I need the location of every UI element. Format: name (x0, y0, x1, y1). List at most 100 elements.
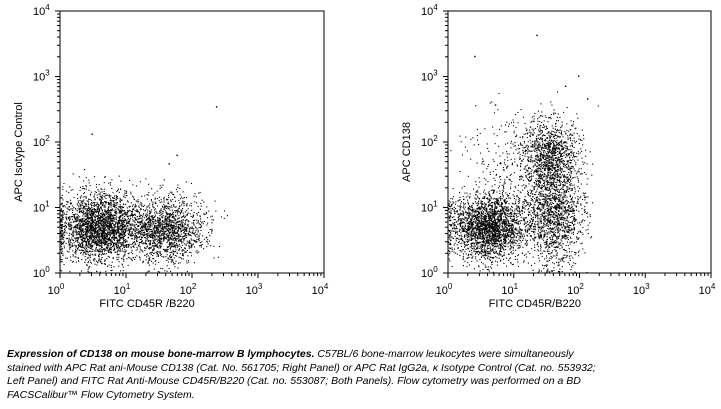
event-dot (122, 219, 124, 221)
event-dot (116, 211, 118, 213)
event-dot (164, 228, 166, 230)
event-dot (169, 219, 171, 221)
event-dot (164, 250, 166, 252)
event-dot (481, 209, 483, 211)
event-dot (130, 246, 132, 248)
event-dot (166, 218, 168, 220)
event-dot (88, 267, 90, 269)
event-dot (103, 206, 105, 208)
event-dot (449, 230, 451, 232)
event-dot (462, 265, 464, 267)
event-dot (79, 249, 81, 251)
event-dot (489, 193, 491, 195)
event-dot (109, 224, 111, 226)
event-dot (101, 230, 103, 232)
event-dot (145, 236, 147, 238)
event-dot (99, 248, 101, 250)
event-dot (449, 252, 451, 254)
event-dot (500, 233, 502, 235)
event-dot (108, 229, 110, 231)
event-dot (86, 253, 88, 255)
event-dot (86, 219, 88, 221)
event-dot (79, 233, 81, 235)
event-dot (532, 193, 534, 195)
event-dot (116, 196, 118, 198)
event-dot (164, 218, 166, 220)
event-dot (112, 234, 114, 236)
event-dot (159, 235, 161, 237)
event-dot (90, 203, 92, 205)
event-dot (124, 241, 126, 243)
event-dot (91, 225, 93, 227)
event-dot (183, 216, 185, 218)
event-dot (122, 223, 124, 225)
event-dot (94, 235, 96, 237)
event-dot (79, 216, 81, 218)
event-dot (74, 245, 76, 247)
event-dot (104, 222, 106, 224)
event-dot (163, 203, 165, 205)
event-dot (102, 203, 104, 205)
event-dot (472, 210, 474, 212)
event-dot (89, 250, 91, 252)
event-dot (90, 237, 92, 239)
event-dot (167, 221, 169, 223)
event-dot (99, 228, 101, 230)
event-dot (510, 227, 512, 229)
event-dot (163, 240, 165, 242)
event-dot (97, 239, 99, 241)
event-dot (182, 216, 184, 218)
event-dot (78, 228, 80, 230)
event-dot (94, 209, 96, 211)
event-dot (141, 229, 143, 231)
event-dot (114, 220, 116, 222)
event-dot (516, 216, 518, 218)
event-dot (105, 241, 107, 243)
event-dot (178, 237, 180, 239)
event-dot (156, 251, 158, 253)
event-dot (69, 240, 71, 242)
event-dot (82, 235, 84, 237)
event-dot (218, 246, 220, 248)
event-dot (84, 239, 86, 241)
event-dot (183, 223, 185, 225)
event-dot (508, 195, 510, 197)
event-dot (100, 206, 102, 208)
event-dot (145, 208, 147, 210)
event-dot (192, 239, 194, 241)
event-dot (173, 222, 175, 224)
event-dot (499, 229, 501, 231)
event-dot (175, 244, 177, 246)
event-dot (118, 210, 120, 212)
event-dot (125, 219, 127, 221)
event-dot (455, 238, 457, 240)
event-dot (161, 227, 163, 229)
event-dot (186, 219, 188, 221)
event-dot (169, 222, 171, 224)
event-dot (107, 247, 109, 249)
event-dot (94, 219, 96, 221)
event-dot (202, 235, 204, 237)
event-dot (511, 264, 513, 266)
event-dot (79, 196, 81, 198)
event-dot (89, 257, 91, 259)
event-dot (139, 248, 141, 250)
event-dot (121, 233, 123, 235)
event-dot (90, 191, 92, 193)
event-dot (463, 229, 465, 231)
event-dot (111, 237, 113, 239)
event-dot (500, 214, 502, 216)
event-dot (88, 266, 90, 268)
event-dot (479, 234, 481, 236)
event-dot (78, 232, 80, 234)
event-dot (496, 226, 498, 228)
event-dot (490, 209, 492, 211)
event-dot (494, 241, 496, 243)
event-dot (148, 240, 150, 242)
event-dot (173, 214, 175, 216)
event-dot (120, 238, 122, 240)
event-dot (69, 239, 71, 241)
event-dot (116, 225, 118, 227)
event-dot (101, 220, 103, 222)
